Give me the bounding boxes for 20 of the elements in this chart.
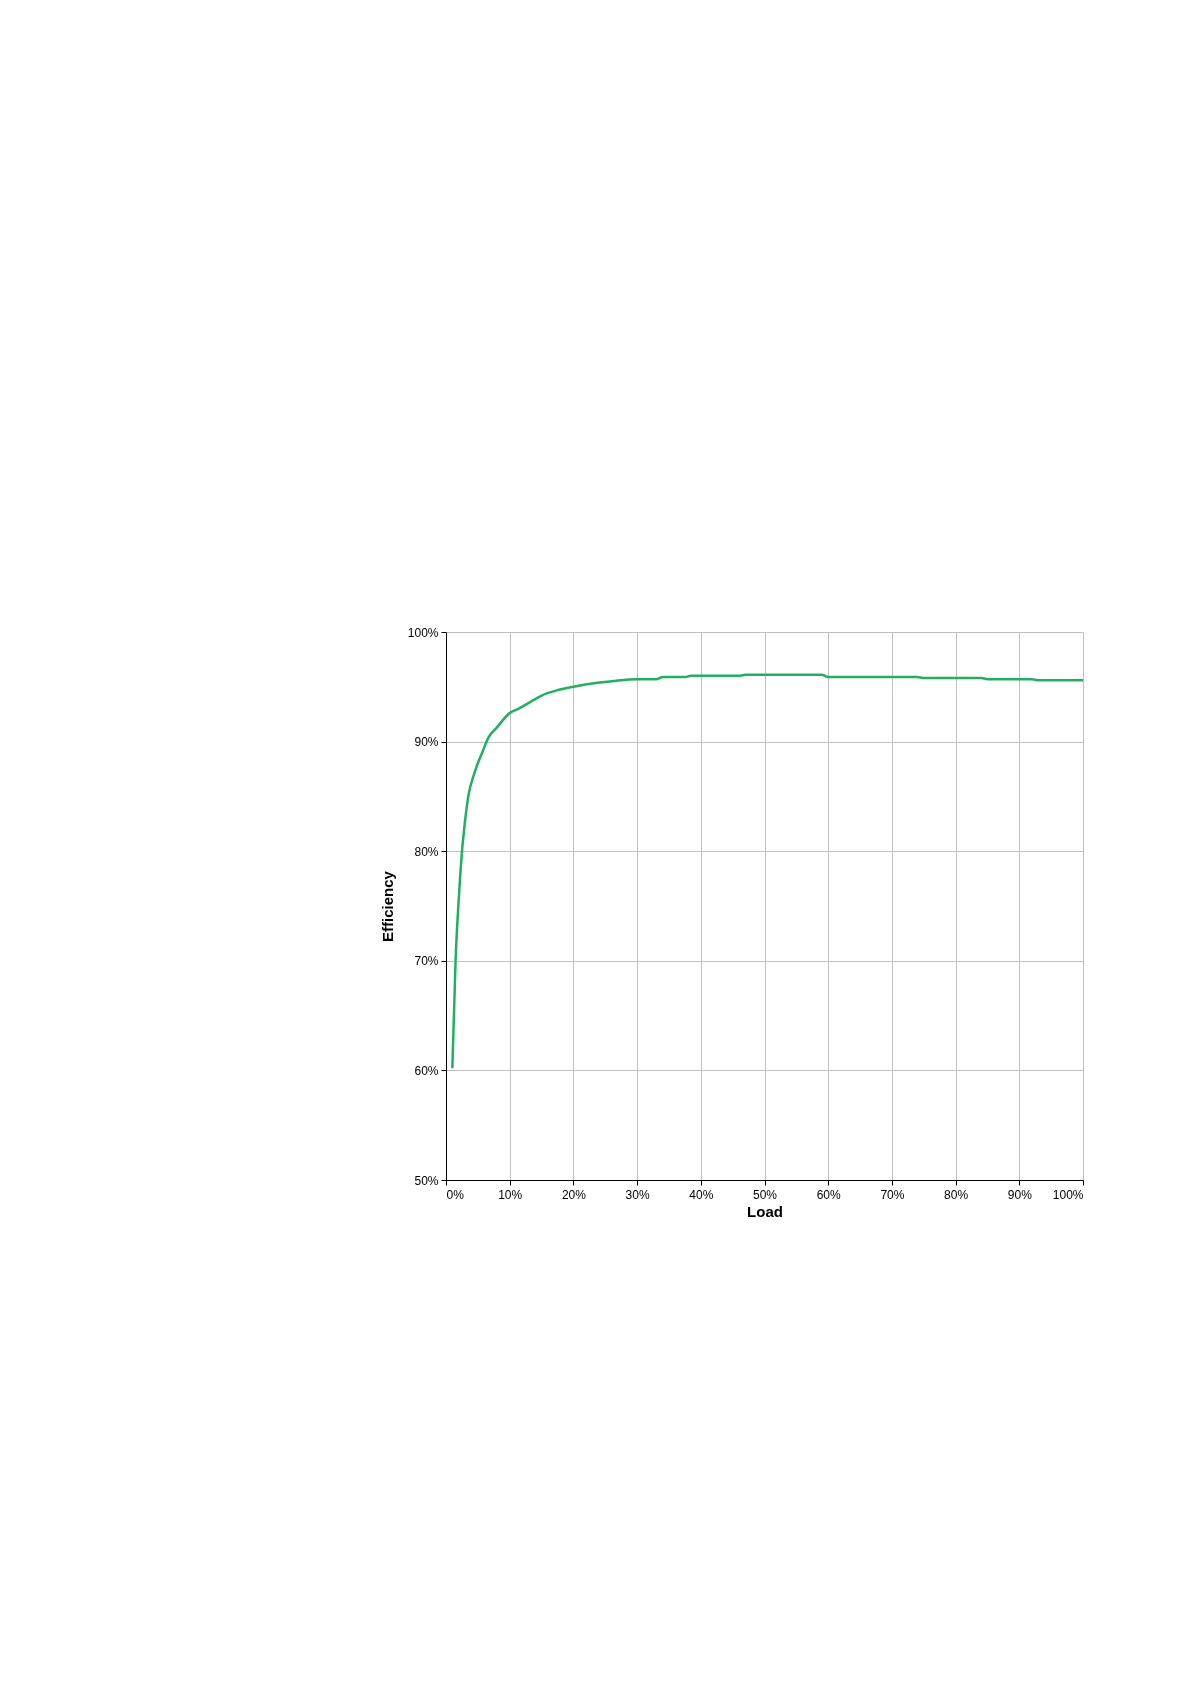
y-tick-label: 90% <box>414 735 439 750</box>
x-tick-label: 70% <box>880 1187 905 1202</box>
x-axis-title: Load <box>747 1202 783 1220</box>
y-tick-label: 70% <box>414 954 439 969</box>
x-tick-label: 100% <box>1052 1187 1084 1202</box>
x-tick-label: 0% <box>446 1187 465 1202</box>
x-tick-label: 40% <box>689 1187 714 1202</box>
y-axis-title: Efficiency <box>378 870 396 942</box>
x-tick-label: 50% <box>752 1187 778 1202</box>
x-tick-label: 30% <box>625 1187 650 1202</box>
x-tick-label: 80% <box>944 1187 969 1202</box>
x-tick-label: 10% <box>498 1187 523 1202</box>
x-tick-label: 20% <box>561 1187 587 1202</box>
y-tick-label: 60% <box>414 1063 439 1078</box>
x-tick-label: 90% <box>1007 1187 1033 1202</box>
line-series <box>451 673 1083 1069</box>
y-tick-label: 80% <box>414 844 439 859</box>
x-tick-label: 60% <box>816 1187 842 1202</box>
y-tick-label: 50% <box>414 1173 439 1188</box>
y-tick-label: 100% <box>407 625 439 640</box>
